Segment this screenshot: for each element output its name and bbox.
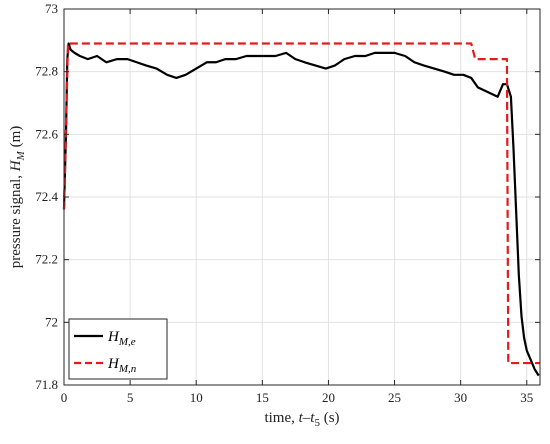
y-tick-label: 73 — [45, 1, 58, 16]
x-tick-label: 15 — [256, 390, 269, 405]
y-axis-title: pressure signal, HM (m) — [8, 126, 27, 269]
y-tick-label: 72.8 — [35, 64, 58, 79]
y-tick-label: 72.4 — [35, 189, 58, 204]
x-tick-label: 25 — [388, 390, 401, 405]
x-tick-label: 30 — [454, 390, 467, 405]
series-line-0 — [62, 42, 540, 377]
y-tick-label: 72 — [45, 314, 58, 329]
legend: HM,e HM,n — [68, 318, 168, 380]
legend-label-series-0: HM,e — [107, 329, 136, 348]
legend-box — [68, 318, 168, 380]
y-tick-label: 72.2 — [35, 252, 58, 267]
legend-label-series-1: HM,n — [107, 356, 137, 375]
x-axis-title: time, t–t5 (s) — [264, 410, 339, 429]
x-tick-label: 5 — [127, 390, 134, 405]
y-tick-label: 72.6 — [35, 126, 58, 141]
x-tick-label: 35 — [520, 390, 533, 405]
axis-ticks: 0 5 10 15 20 25 30 35 71.8 72 72.2 72.4 72.6 72.8 73 — [35, 1, 540, 405]
x-tick-label: 10 — [190, 390, 203, 405]
x-tick-label: 0 — [61, 390, 68, 405]
y-tick-label: 71.8 — [35, 377, 58, 392]
grid — [63, 8, 540, 386]
x-tick-label: 20 — [322, 390, 335, 405]
series-group — [62, 42, 540, 377]
series-line-1 — [62, 42, 540, 365]
